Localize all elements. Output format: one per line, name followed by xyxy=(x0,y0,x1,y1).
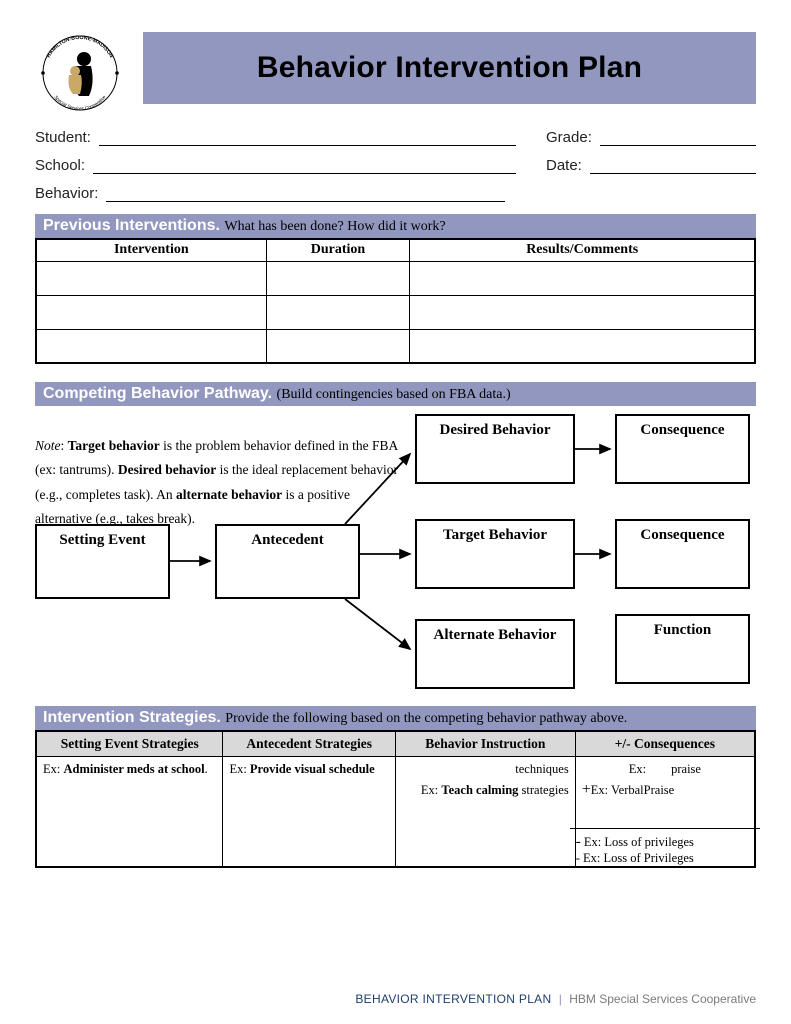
table-cell[interactable] xyxy=(266,261,410,295)
field-label-school: School: xyxy=(35,157,85,174)
section-sub-strat: Provide the following based on the compe… xyxy=(225,711,627,726)
field-line-student[interactable] xyxy=(99,128,516,146)
col-consequences: +/- Consequences xyxy=(575,731,755,757)
box-setting-event: Setting Event xyxy=(35,524,170,599)
box-target-behavior: Target Behavior xyxy=(415,519,575,589)
field-line-grade[interactable] xyxy=(600,128,756,146)
field-label-grade: Grade: xyxy=(546,129,592,146)
field-line-behavior[interactable] xyxy=(106,184,505,202)
table-cell[interactable] xyxy=(36,261,266,295)
cell-antecedent-strat[interactable]: Ex: Provide visual schedule xyxy=(223,757,396,867)
box-desired-behavior: Desired Behavior xyxy=(415,414,575,484)
strategies-table: Setting Event Strategies Antecedent Stra… xyxy=(35,730,756,868)
field-line-school[interactable] xyxy=(93,156,516,174)
info-fields: Student: Grade: School: Date: Behavior: xyxy=(35,128,756,202)
footer-sub: HBM Special Services Cooperative xyxy=(569,992,756,1006)
col-results: Results/Comments xyxy=(410,239,755,261)
field-label-behavior: Behavior: xyxy=(35,185,98,202)
col-setting-strat: Setting Event Strategies xyxy=(36,731,223,757)
section-bar-prev: Previous Interventions. What has been do… xyxy=(35,214,756,238)
cell-consequences[interactable]: Ex: praise +Ex: VerbalPraise - Ex: Loss … xyxy=(575,757,755,867)
field-label-student: Student: xyxy=(35,129,91,146)
section-bar-strat: Intervention Strategies. Provide the fol… xyxy=(35,706,756,730)
box-consequence-1: Consequence xyxy=(615,414,750,484)
page-footer: BEHAVIOR INTERVENTION PLAN | HBM Special… xyxy=(355,992,756,1006)
cell-setting-strat[interactable]: Ex: Administer meds at school. xyxy=(36,757,223,867)
table-cell[interactable] xyxy=(410,329,755,363)
table-cell[interactable] xyxy=(410,295,755,329)
title-band: Behavior Intervention Plan xyxy=(143,32,756,104)
field-line-date[interactable] xyxy=(590,156,756,174)
pathway-note: Note: Target behavior is the problem beh… xyxy=(35,434,405,531)
footer-main: BEHAVIOR INTERVENTION PLAN xyxy=(355,992,551,1006)
table-cell[interactable] xyxy=(266,329,410,363)
box-alternate-behavior: Alternate Behavior xyxy=(415,619,575,689)
section-title-strat: Intervention Strategies. xyxy=(43,709,221,726)
box-function: Function xyxy=(615,614,750,684)
section-sub-prev: What has been done? How did it work? xyxy=(224,219,445,234)
col-behavior-instr: Behavior Instruction xyxy=(395,731,575,757)
footer-bar: | xyxy=(559,992,562,1006)
table-cell[interactable] xyxy=(36,295,266,329)
table-cell[interactable] xyxy=(410,261,755,295)
header: HAMILTON-BOONE-MADISON Special Services … xyxy=(35,28,756,118)
col-antecedent-strat: Antecedent Strategies xyxy=(223,731,396,757)
svg-text:Special Services Cooperative: Special Services Cooperative xyxy=(53,94,107,111)
section-sub-pathway: (Build contingencies based on FBA data.) xyxy=(277,387,511,402)
section-bar-pathway: Competing Behavior Pathway. (Build conti… xyxy=(35,382,756,406)
col-intervention: Intervention xyxy=(36,239,266,261)
hbm-logo: HAMILTON-BOONE-MADISON Special Services … xyxy=(35,28,125,118)
col-duration: Duration xyxy=(266,239,410,261)
field-label-date: Date: xyxy=(546,157,582,174)
cell-behavior-instr[interactable]: techniques Ex: Teach calming strategies xyxy=(395,757,575,867)
box-antecedent: Antecedent xyxy=(215,524,360,599)
section-title-pathway: Competing Behavior Pathway. xyxy=(43,385,272,402)
table-cell[interactable] xyxy=(266,295,410,329)
box-consequence-2: Consequence xyxy=(615,519,750,589)
prev-interventions-table: Intervention Duration Results/Comments xyxy=(35,238,756,364)
page-title: Behavior Intervention Plan xyxy=(257,51,642,85)
table-cell[interactable] xyxy=(36,329,266,363)
section-title-prev: Previous Interventions. xyxy=(43,217,220,234)
